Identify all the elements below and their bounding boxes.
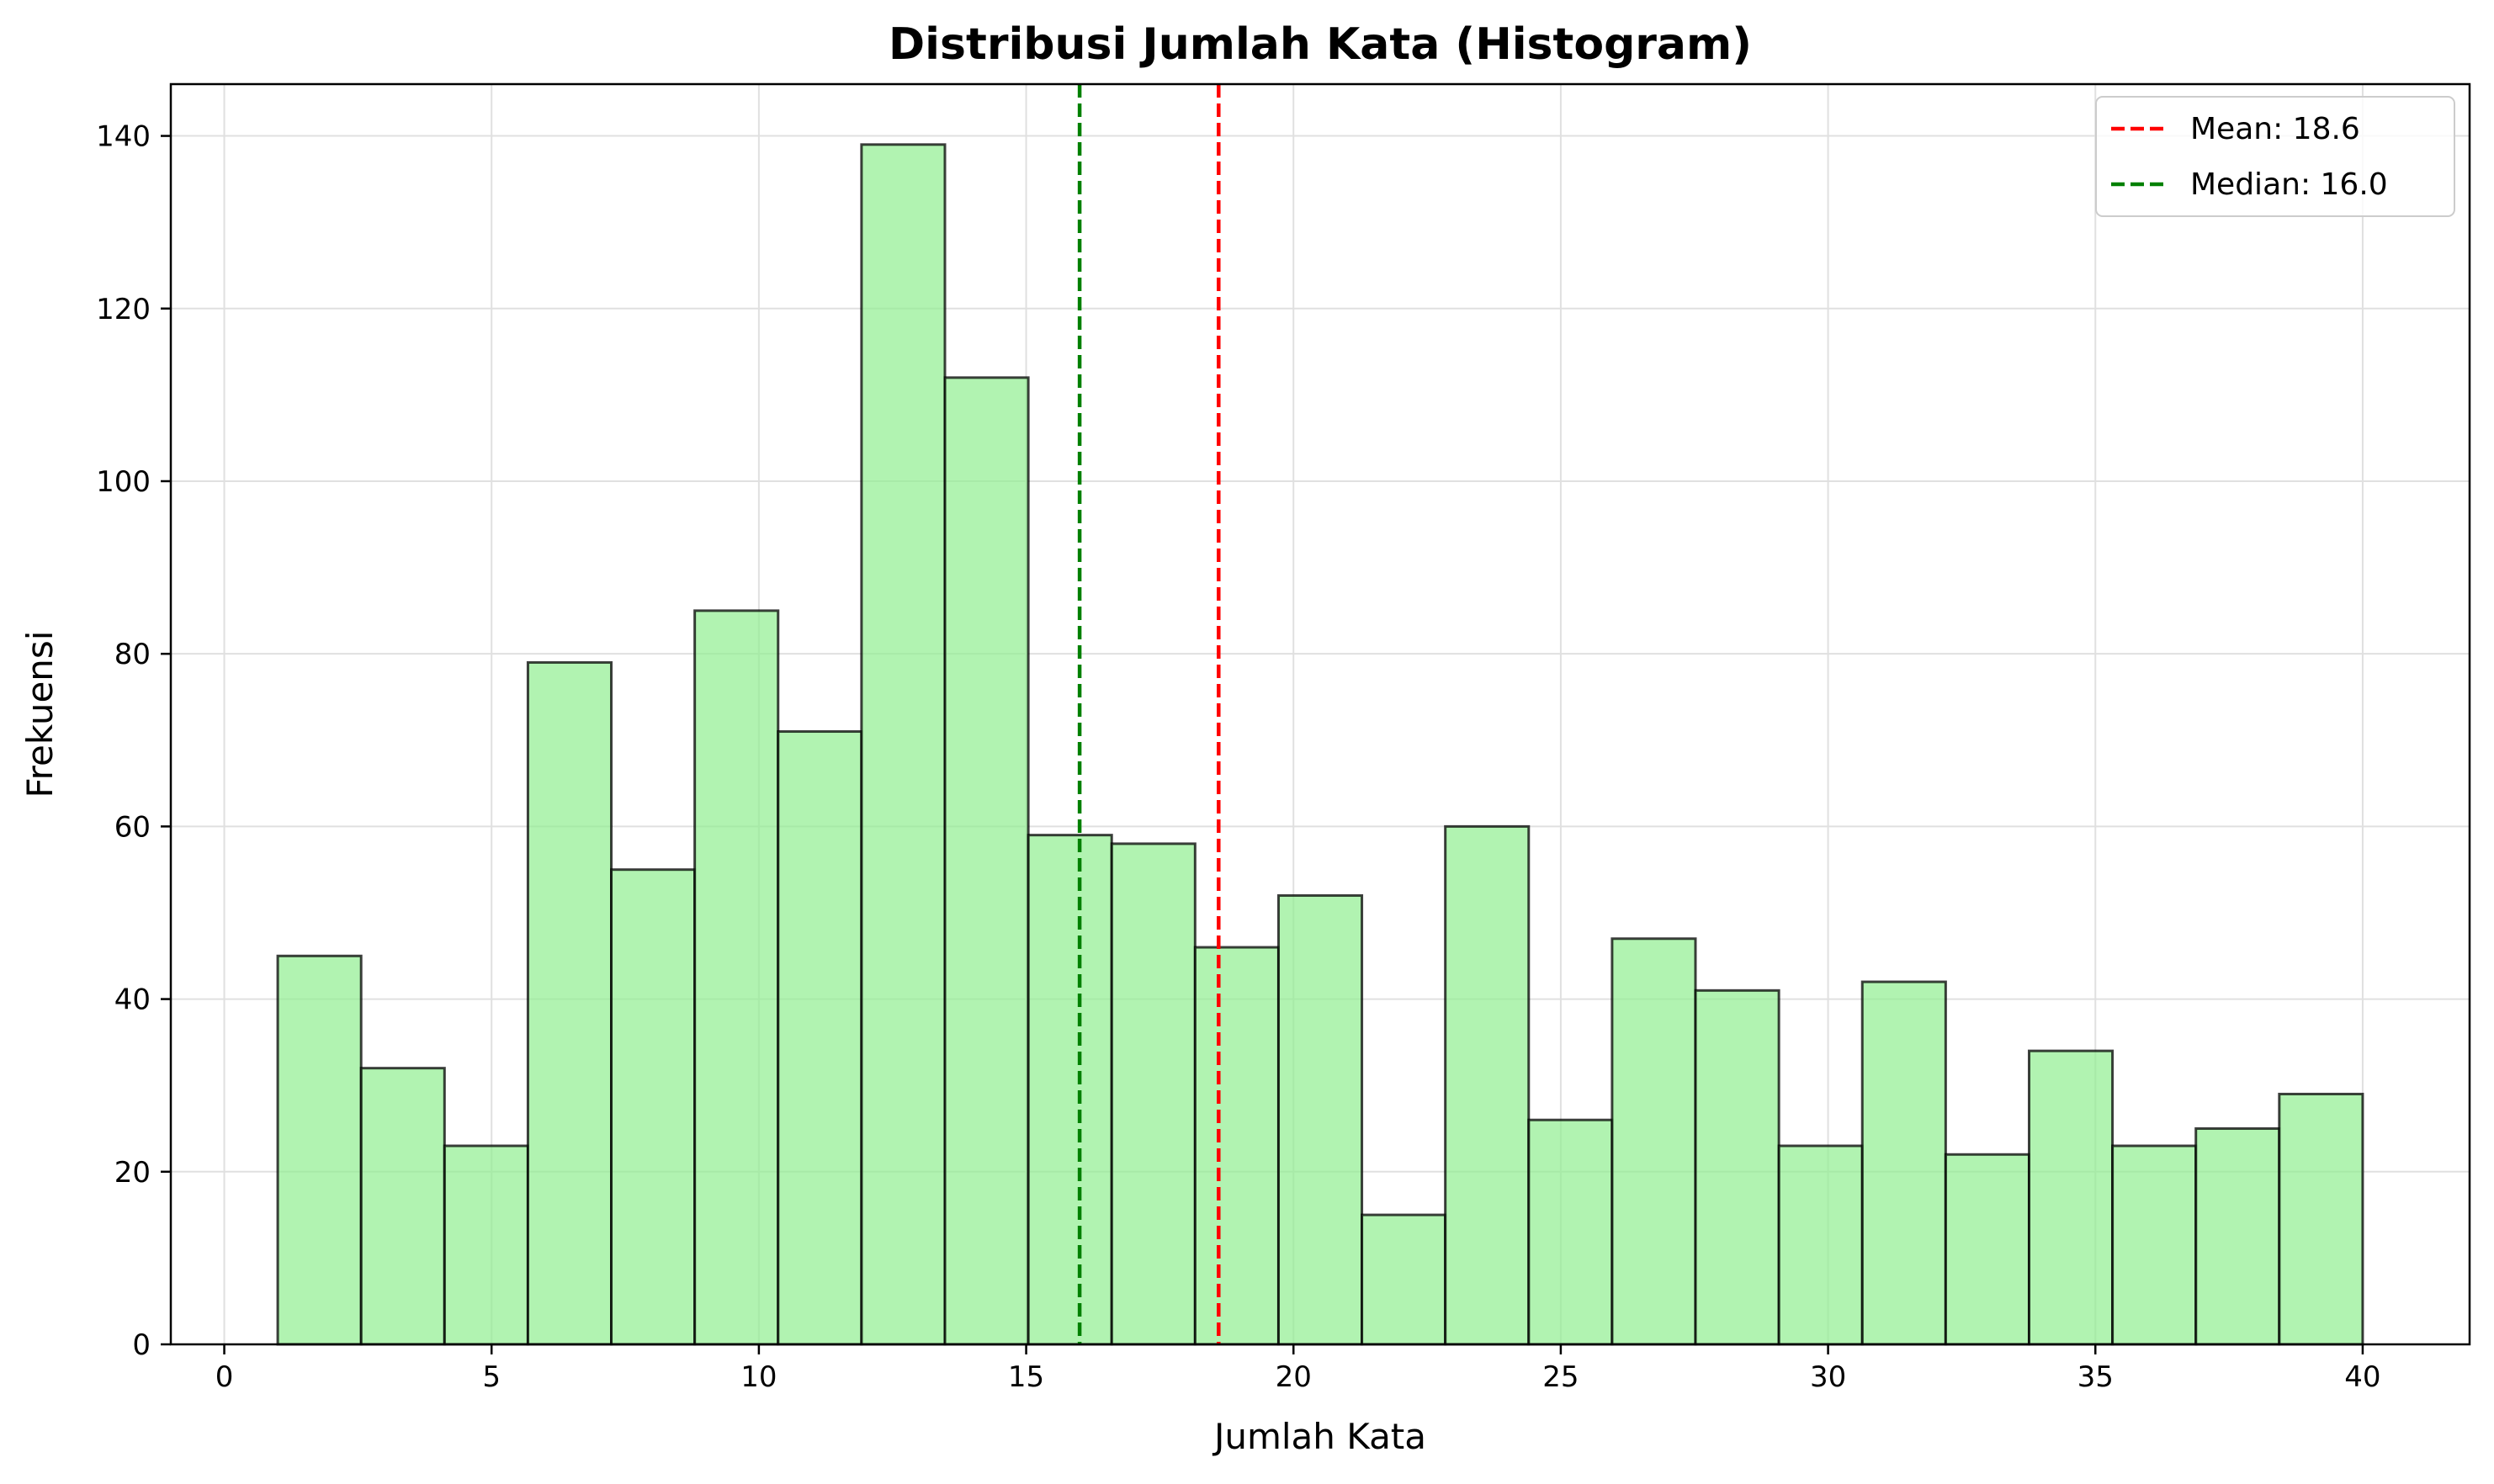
histogram-bar [777, 730, 863, 1346]
histogram-bar [943, 376, 1030, 1346]
y-tick-label: 120 [96, 293, 151, 326]
x-tick-label: 0 [215, 1360, 234, 1394]
histogram-bar [526, 660, 613, 1346]
histogram-bar [610, 868, 697, 1346]
histogram-bar [2278, 1092, 2364, 1346]
histogram-bar [1361, 1213, 1447, 1346]
chart-title: Distribusi Jumlah Kata (Histogram) [889, 19, 1752, 70]
histogram-bar [1444, 824, 1531, 1346]
histogram-bar [1527, 1118, 1614, 1346]
x-tick-label: 20 [1276, 1360, 1312, 1394]
histogram-bar [1944, 1153, 2030, 1346]
histogram-bar [1610, 937, 1697, 1346]
x-tick-label: 35 [2077, 1360, 2114, 1394]
y-tick-label: 20 [114, 1156, 151, 1190]
x-tick-label: 15 [1008, 1360, 1044, 1394]
plot-frame [169, 82, 2471, 1346]
x-tick-label: 30 [1810, 1360, 1846, 1394]
histogram-bar [2027, 1049, 2115, 1346]
reference-lines [1077, 84, 1221, 1344]
legend-box [2095, 96, 2455, 217]
histogram-bar [693, 609, 780, 1346]
histogram-bars [276, 143, 2364, 1346]
histogram-bar [1193, 946, 1280, 1346]
histogram-bar [443, 1144, 529, 1346]
histogram-bar [1276, 893, 1364, 1346]
y-tick-label: 60 [114, 810, 151, 844]
histogram-bar [2194, 1126, 2281, 1346]
y-axis-ticks: 0 20 40 60 80 100 120 140 [96, 120, 171, 1362]
x-axis-title: Jumlah Kata [1212, 1416, 1426, 1457]
y-tick-label: 40 [114, 983, 151, 1017]
histogram-bar [276, 954, 363, 1346]
histogram-bar [1694, 988, 1780, 1346]
histogram-bar [1110, 842, 1197, 1346]
x-axis-ticks: 0 5 10 15 20 25 30 35 40 [215, 1344, 2381, 1394]
histogram-bar [1027, 834, 1113, 1346]
y-axis-title: Frekuensi [19, 631, 61, 798]
histogram-bar [359, 1067, 446, 1346]
legend: Mean: 18.6 Median: 16.0 [2095, 96, 2455, 217]
y-tick-label: 80 [114, 638, 151, 671]
histogram-bar [1777, 1144, 1864, 1346]
x-tick-label: 5 [482, 1360, 501, 1394]
x-tick-label: 10 [740, 1360, 777, 1394]
x-tick-label: 40 [2344, 1360, 2380, 1394]
y-tick-label: 0 [132, 1328, 151, 1362]
x-tick-label: 25 [1542, 1360, 1579, 1394]
legend-label: Median: 16.0 [2190, 167, 2388, 202]
y-tick-label: 100 [96, 465, 151, 499]
histogram-bar [2111, 1144, 2198, 1346]
legend-label: Mean: 18.6 [2190, 112, 2360, 146]
histogram-bar [1860, 980, 1947, 1346]
histogram-bar [860, 143, 947, 1346]
y-tick-label: 140 [96, 120, 151, 154]
